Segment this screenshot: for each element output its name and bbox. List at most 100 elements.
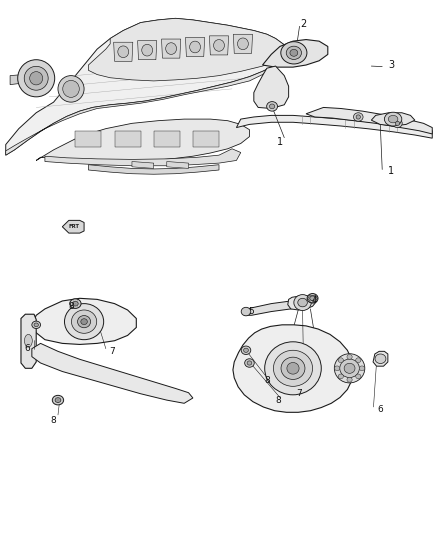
Ellipse shape — [25, 334, 32, 347]
Text: 1: 1 — [388, 166, 394, 176]
Polygon shape — [6, 18, 289, 155]
Text: FRT: FRT — [69, 224, 80, 229]
Ellipse shape — [395, 121, 399, 125]
Ellipse shape — [52, 395, 64, 405]
Ellipse shape — [71, 310, 97, 333]
Ellipse shape — [265, 342, 321, 395]
Polygon shape — [45, 149, 241, 166]
Polygon shape — [233, 34, 253, 53]
Polygon shape — [75, 131, 102, 147]
Ellipse shape — [58, 76, 84, 102]
Ellipse shape — [340, 359, 359, 377]
Polygon shape — [36, 119, 250, 162]
Polygon shape — [132, 161, 154, 168]
Ellipse shape — [307, 294, 318, 303]
Polygon shape — [233, 325, 353, 413]
Ellipse shape — [298, 298, 307, 307]
Text: 7: 7 — [110, 347, 115, 356]
Text: 8: 8 — [264, 376, 270, 385]
Polygon shape — [32, 343, 193, 403]
Ellipse shape — [347, 354, 352, 359]
Ellipse shape — [287, 362, 299, 374]
Text: 7: 7 — [297, 389, 302, 398]
Text: 5: 5 — [249, 307, 254, 316]
Ellipse shape — [344, 364, 355, 373]
Polygon shape — [262, 39, 328, 67]
Ellipse shape — [273, 350, 313, 386]
Text: 4: 4 — [311, 296, 317, 305]
Ellipse shape — [353, 113, 363, 121]
Text: 8: 8 — [68, 302, 74, 311]
Polygon shape — [88, 18, 289, 81]
Ellipse shape — [392, 119, 402, 127]
Polygon shape — [115, 131, 141, 147]
Polygon shape — [162, 39, 181, 58]
Polygon shape — [32, 298, 136, 344]
Ellipse shape — [294, 295, 311, 311]
Ellipse shape — [286, 46, 301, 60]
Text: 6: 6 — [25, 344, 30, 353]
Polygon shape — [288, 296, 316, 310]
Ellipse shape — [118, 46, 129, 58]
Polygon shape — [371, 113, 415, 126]
Ellipse shape — [335, 366, 340, 370]
Text: 3: 3 — [388, 60, 394, 70]
Ellipse shape — [34, 323, 39, 327]
Polygon shape — [306, 108, 432, 134]
Polygon shape — [167, 161, 188, 168]
Ellipse shape — [70, 299, 81, 309]
Ellipse shape — [244, 348, 248, 352]
Ellipse shape — [338, 358, 343, 362]
Text: 8: 8 — [51, 416, 57, 425]
Polygon shape — [193, 131, 219, 147]
Polygon shape — [88, 165, 219, 174]
Ellipse shape — [30, 71, 43, 85]
Polygon shape — [138, 41, 157, 60]
Ellipse shape — [347, 377, 352, 382]
Polygon shape — [114, 42, 133, 61]
Ellipse shape — [63, 80, 79, 98]
Ellipse shape — [269, 104, 275, 109]
Ellipse shape — [241, 308, 251, 316]
Polygon shape — [6, 68, 271, 155]
Ellipse shape — [356, 374, 361, 379]
Ellipse shape — [281, 42, 307, 64]
Polygon shape — [237, 115, 432, 138]
Polygon shape — [243, 301, 297, 316]
Ellipse shape — [310, 296, 315, 301]
Ellipse shape — [389, 115, 398, 123]
Ellipse shape — [359, 366, 364, 370]
Ellipse shape — [241, 346, 251, 354]
Ellipse shape — [24, 66, 48, 90]
Ellipse shape — [237, 38, 248, 50]
Polygon shape — [209, 36, 229, 55]
Ellipse shape — [338, 374, 343, 379]
Ellipse shape — [32, 321, 41, 328]
Ellipse shape — [334, 354, 365, 383]
Ellipse shape — [385, 112, 402, 126]
Ellipse shape — [290, 50, 298, 56]
Ellipse shape — [81, 319, 87, 325]
Ellipse shape — [64, 304, 104, 340]
Text: 1: 1 — [277, 137, 283, 147]
Ellipse shape — [78, 316, 91, 328]
Ellipse shape — [214, 39, 224, 51]
Ellipse shape — [55, 398, 61, 402]
Ellipse shape — [375, 354, 386, 364]
Ellipse shape — [18, 60, 55, 97]
Polygon shape — [154, 131, 180, 147]
Polygon shape — [62, 220, 84, 233]
Text: 6: 6 — [377, 405, 383, 414]
Ellipse shape — [190, 41, 201, 53]
Polygon shape — [254, 66, 289, 109]
Ellipse shape — [267, 102, 278, 111]
Text: 2: 2 — [301, 19, 307, 29]
Polygon shape — [21, 314, 36, 368]
Polygon shape — [10, 74, 30, 85]
Ellipse shape — [142, 44, 152, 56]
Text: 8: 8 — [275, 395, 281, 405]
Polygon shape — [185, 37, 205, 56]
Ellipse shape — [245, 359, 254, 367]
Ellipse shape — [356, 358, 361, 362]
Ellipse shape — [247, 361, 252, 365]
